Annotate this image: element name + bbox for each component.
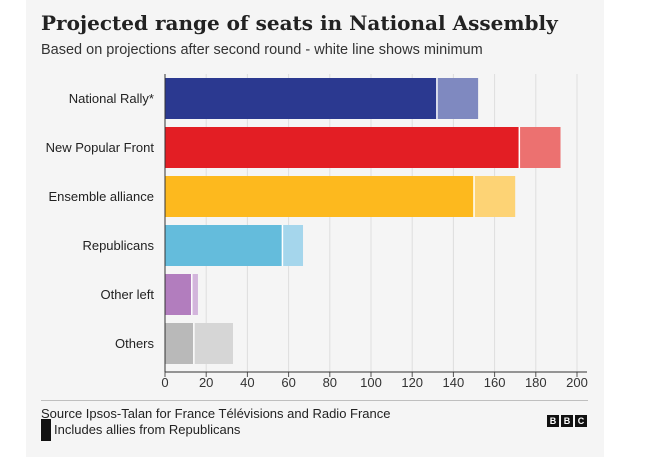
- x-tick-label: 60: [281, 375, 295, 390]
- chart-subtitle: Based on projections after second round …: [41, 42, 483, 58]
- x-tick-label: 140: [443, 375, 465, 390]
- footer-divider: [41, 400, 588, 401]
- source-text: Source Ipsos-Talan for France Télévision…: [41, 406, 391, 421]
- logo-letter-b1: B: [547, 415, 559, 427]
- category-label: Others: [115, 336, 155, 351]
- category-label: Other left: [101, 287, 155, 302]
- x-tick-label: 0: [161, 375, 168, 390]
- bar-min: [165, 176, 474, 217]
- category-label: Ensemble alliance: [48, 189, 154, 204]
- x-tick-label: 200: [566, 375, 588, 390]
- bar-min: [165, 225, 283, 266]
- x-tick-label: 40: [240, 375, 254, 390]
- bar-min: [165, 274, 192, 315]
- footnote-text: Includes allies from Republicans: [54, 422, 241, 437]
- footnote-marker: [41, 419, 51, 441]
- bar-min: [165, 78, 437, 119]
- logo-letter-c: C: [575, 415, 587, 427]
- x-tick-label: 100: [360, 375, 382, 390]
- logo-letter-b2: B: [561, 415, 573, 427]
- category-label: National Rally*: [69, 91, 154, 106]
- chart-title: Projected range of seats in National Ass…: [41, 11, 558, 35]
- bbc-logo: B B C: [547, 415, 587, 427]
- bar-chart: 0 20 40 60 80 100 120 140 160 180 200 National Rall…: [46, 74, 588, 390]
- bar-min: [165, 323, 194, 364]
- x-tick-label: 20: [199, 375, 213, 390]
- x-tick-label: 120: [401, 375, 423, 390]
- bar-min: [165, 127, 520, 168]
- chart-card: [26, 0, 604, 457]
- category-label: Republicans: [82, 238, 154, 253]
- x-tick-label: 160: [484, 375, 506, 390]
- x-tick-label: 180: [525, 375, 547, 390]
- category-label: New Popular Front: [46, 140, 155, 155]
- x-tick-label: 80: [323, 375, 337, 390]
